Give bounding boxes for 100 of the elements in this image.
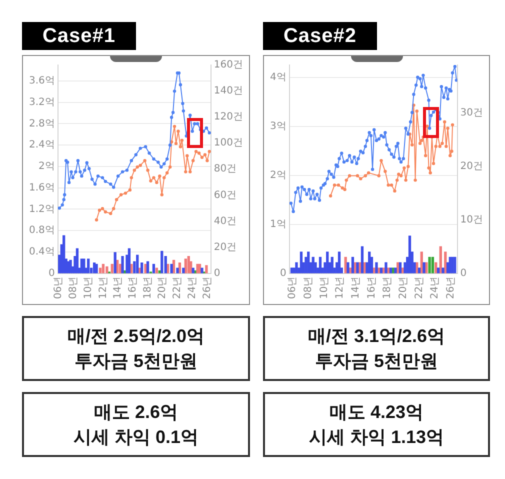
point — [424, 154, 428, 158]
point — [440, 142, 444, 146]
point — [152, 176, 156, 180]
bar — [295, 262, 298, 274]
point — [148, 152, 151, 155]
text: 매/전 3.1억/2.6억 투자금 5천만원 — [308, 324, 446, 372]
point — [160, 165, 163, 169]
point — [191, 158, 195, 162]
point — [450, 150, 454, 153]
point — [390, 183, 394, 187]
bar — [136, 254, 139, 274]
point — [60, 203, 64, 207]
point — [174, 142, 178, 146]
y-tick-label: 1.2억 — [28, 204, 55, 215]
point — [180, 138, 184, 142]
x-tick-label: 22년 — [414, 276, 425, 300]
bar — [338, 252, 341, 274]
point — [178, 145, 182, 148]
y2-tick-label: 120건 — [214, 112, 244, 123]
point — [414, 178, 417, 182]
point — [136, 165, 139, 169]
point — [404, 178, 408, 182]
point — [120, 170, 124, 174]
y-tick-label: 0 — [48, 268, 55, 279]
point — [162, 176, 166, 180]
bar — [146, 261, 150, 274]
x-tick-label: 16년 — [128, 276, 139, 300]
bar — [418, 268, 421, 274]
point — [98, 208, 102, 212]
point — [393, 189, 396, 193]
bar — [106, 266, 108, 274]
point — [399, 174, 403, 178]
y-tick-label: 2억 — [38, 161, 55, 172]
point — [156, 160, 160, 164]
x-tick-label: 24년 — [186, 276, 198, 300]
point — [446, 126, 450, 130]
point — [386, 183, 390, 187]
point — [165, 157, 169, 161]
point — [340, 186, 344, 190]
y2-tick-label: 0 — [460, 268, 467, 279]
point — [186, 154, 189, 158]
y-tick-label: 3.2억 — [28, 96, 55, 108]
y-tick-label: 0.4억 — [28, 246, 55, 258]
bar — [439, 246, 442, 274]
bar — [346, 262, 350, 274]
text: 매도 2.6억 시세 차익 0.1억 — [73, 400, 199, 448]
point — [200, 156, 204, 159]
point — [443, 120, 446, 124]
point — [67, 180, 71, 184]
point — [114, 198, 118, 202]
x-tick-label: 24년 — [430, 276, 441, 300]
bar — [130, 264, 133, 274]
y-tick-label: 4억 — [270, 72, 286, 83]
bar — [205, 265, 208, 274]
chart-title: Case#2 — [263, 22, 377, 50]
point — [130, 158, 134, 162]
x-tick-label: 12년 — [98, 276, 109, 300]
point — [128, 188, 132, 192]
bar — [155, 268, 158, 274]
y2-tick-label: 160건 — [214, 60, 244, 71]
point — [109, 212, 112, 216]
y2-tick-label: 100건 — [214, 138, 244, 149]
point — [83, 168, 86, 172]
point — [450, 123, 454, 126]
bar — [144, 264, 147, 274]
point — [76, 158, 80, 162]
bar — [422, 262, 426, 274]
x-tick-label: 26년 — [202, 276, 213, 300]
point — [206, 158, 209, 162]
point — [181, 102, 184, 106]
bar — [384, 262, 388, 274]
x-tick-label: 12년 — [334, 276, 346, 300]
point — [144, 145, 148, 148]
point — [172, 90, 176, 93]
point — [395, 178, 399, 182]
point — [80, 174, 84, 178]
bar — [98, 268, 102, 274]
bar — [318, 256, 322, 274]
y2-tick-label: 20건 — [214, 242, 237, 253]
point — [96, 174, 100, 178]
bar — [368, 252, 371, 274]
point — [70, 170, 73, 174]
point — [397, 172, 400, 176]
point — [172, 124, 176, 128]
point — [190, 130, 194, 133]
point — [328, 194, 332, 198]
point — [155, 180, 158, 184]
point — [100, 207, 104, 210]
bar — [394, 268, 397, 274]
bar — [192, 268, 194, 274]
point — [93, 182, 97, 186]
point — [384, 170, 387, 173]
point — [160, 193, 164, 196]
point — [100, 176, 104, 180]
point — [94, 218, 98, 222]
x-tick-label: 10년 — [318, 276, 330, 300]
bar — [389, 268, 392, 274]
point — [332, 183, 336, 187]
point — [427, 166, 430, 170]
point — [415, 109, 418, 113]
